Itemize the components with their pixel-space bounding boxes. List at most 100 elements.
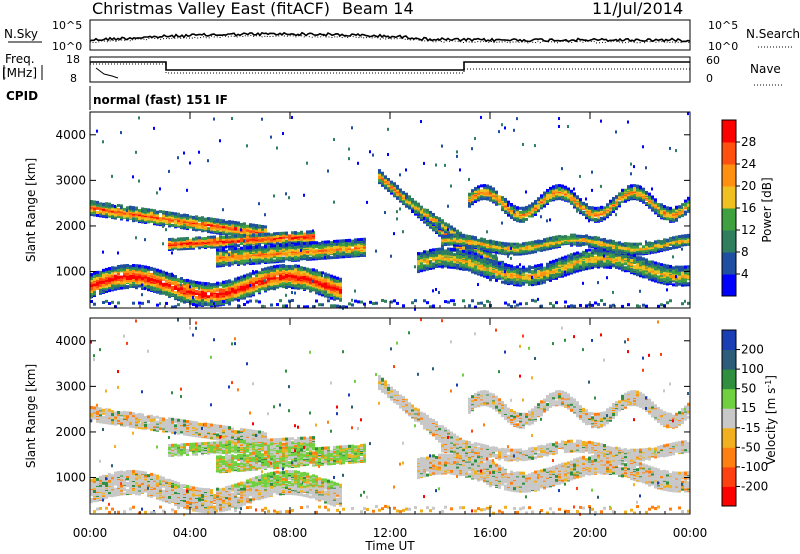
heat-cell — [186, 214, 189, 218]
heat-cell — [132, 268, 135, 272]
heat-cell — [231, 289, 234, 293]
ground-scatter — [390, 300, 393, 304]
heat-cell — [441, 234, 444, 238]
heat-speckle — [90, 295, 92, 299]
ground-scatter — [423, 299, 426, 303]
heat-cell — [231, 282, 234, 286]
heat-cell — [486, 274, 489, 278]
heat-cell — [324, 246, 327, 250]
heat-cell — [198, 246, 201, 250]
nave-initial-drop — [95, 67, 119, 79]
heat-cell — [276, 252, 279, 256]
heat-cell — [246, 233, 249, 237]
heat-cell — [510, 267, 513, 271]
heat-cell — [96, 206, 99, 210]
nsky-trace — [89, 31, 691, 43]
heat-cell — [225, 249, 228, 253]
heat-cell — [468, 238, 471, 242]
heat-cell — [507, 272, 510, 276]
heat-cell — [453, 255, 456, 259]
heat-cell — [231, 220, 234, 224]
heat-cell — [105, 289, 108, 293]
heat-cell — [180, 291, 183, 295]
heat-cell — [270, 233, 273, 237]
heat-speckle — [255, 248, 257, 252]
heat-cell — [312, 257, 315, 261]
heat-cell — [165, 292, 168, 296]
heat-cell — [105, 214, 108, 218]
heat-cell — [297, 271, 300, 275]
heat-cell — [141, 218, 144, 222]
heat-cell — [489, 256, 492, 260]
heat-cell — [429, 210, 432, 214]
heat-cell — [252, 255, 255, 259]
heat-cell — [408, 205, 411, 209]
heat-cell — [159, 269, 162, 273]
heat-cell — [237, 234, 240, 238]
heat-cell — [441, 260, 444, 264]
heat-cell — [336, 276, 339, 280]
heat-cell — [216, 255, 219, 259]
heat-cell — [144, 278, 147, 282]
heat-cell — [507, 268, 510, 272]
heat-cell — [258, 281, 261, 285]
heat-cell — [300, 230, 303, 234]
ground-scatter — [510, 305, 513, 309]
heat-cell — [171, 213, 174, 217]
heat-cell — [330, 256, 333, 260]
heat-cell — [129, 276, 132, 280]
heat-cell — [261, 268, 264, 272]
heat-cell — [489, 268, 492, 272]
heat-cell — [216, 287, 219, 291]
heat-cell — [111, 269, 114, 273]
heat-cell — [228, 247, 231, 251]
heat-cell — [174, 220, 177, 224]
beam-label: Beam 14 — [342, 0, 414, 18]
heat-cell — [228, 232, 231, 236]
heat-cell — [222, 264, 225, 268]
ground-scatter — [444, 300, 447, 304]
heat-cell — [228, 220, 231, 224]
heat-cell — [501, 248, 504, 252]
heat-cell — [477, 252, 480, 256]
heat-cell — [336, 278, 339, 282]
heat-cell — [381, 181, 384, 185]
heat-cell — [273, 244, 276, 248]
heat-cell — [282, 238, 285, 242]
heat-cell — [177, 220, 180, 224]
heat-cell — [198, 222, 201, 226]
heat-speckle — [120, 131, 122, 135]
heat-cell — [453, 262, 456, 266]
heat-cell — [273, 268, 276, 272]
heat-cell — [447, 247, 450, 251]
heat-cell — [93, 210, 96, 214]
heat-cell — [426, 261, 429, 265]
heat-cell — [249, 246, 252, 250]
heat-cell — [261, 271, 264, 275]
ground-scatter — [411, 301, 414, 305]
heat-cell — [147, 266, 150, 270]
heat-cell — [246, 289, 249, 293]
heat-cell — [483, 238, 486, 242]
heat-speckle — [504, 270, 506, 274]
heat-cell — [333, 242, 336, 246]
heat-cell — [279, 282, 282, 286]
heat-speckle — [246, 144, 248, 148]
heat-cell — [417, 261, 420, 265]
heat-cell — [519, 275, 522, 279]
heat-speckle — [183, 151, 185, 155]
heat-cell — [201, 287, 204, 291]
heat-speckle — [267, 248, 269, 252]
heat-cell — [204, 236, 207, 240]
heat-cell — [132, 219, 135, 223]
heat-cell — [168, 220, 171, 224]
heat-cell — [150, 285, 153, 289]
heat-cell — [120, 268, 123, 272]
heat-cell — [231, 244, 234, 248]
heat-cell — [90, 277, 93, 281]
heat-cell — [513, 266, 516, 270]
heat-cell — [459, 267, 462, 271]
heat-cell — [444, 262, 447, 266]
heat-cell — [222, 248, 225, 252]
heat-cell — [222, 280, 225, 284]
